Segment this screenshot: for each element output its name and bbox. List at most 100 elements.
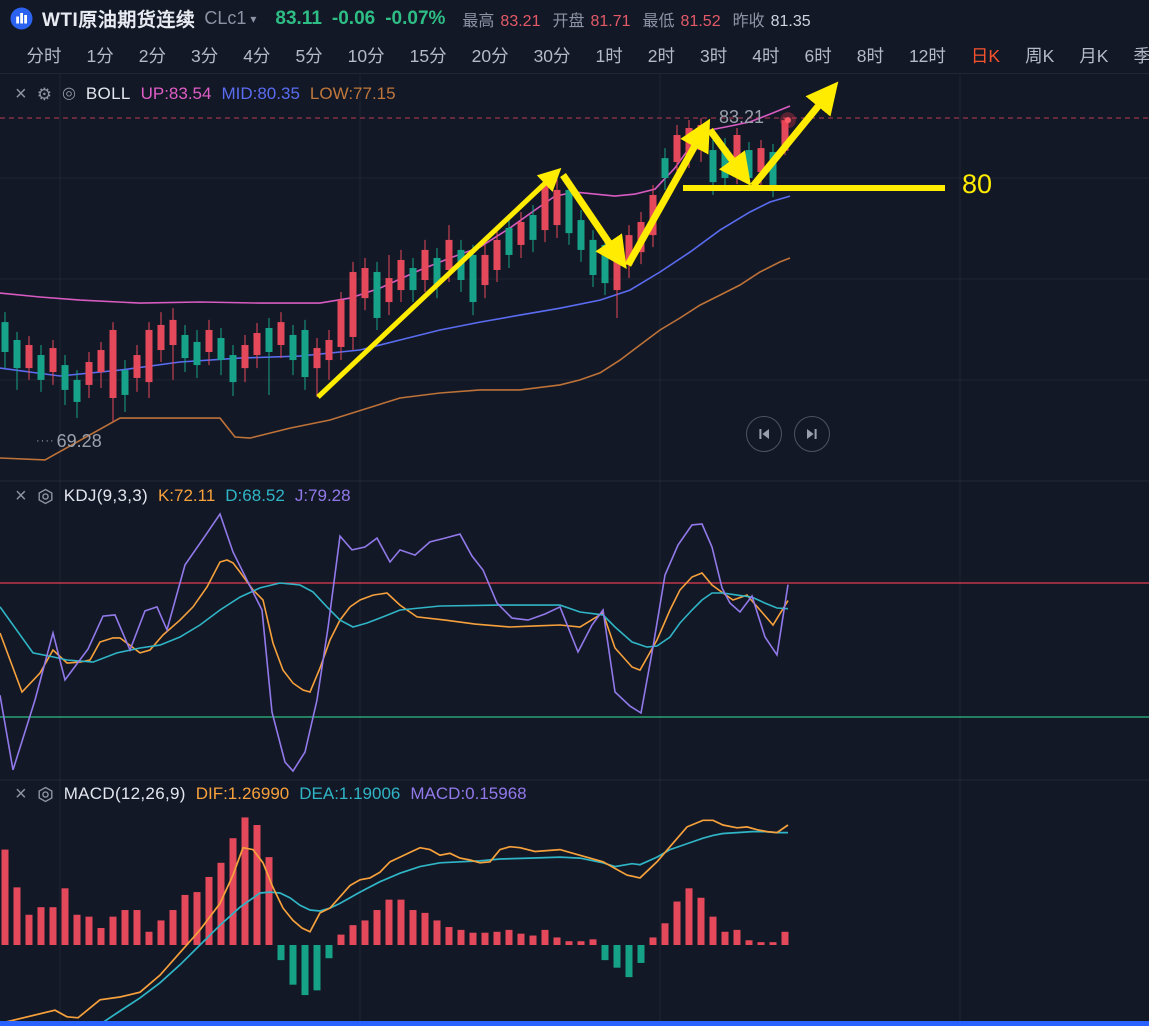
boll-mid-value: MID:80.35 bbox=[221, 84, 300, 103]
bottom-scrollbar[interactable] bbox=[0, 1021, 1149, 1026]
tab-15分[interactable]: 15分 bbox=[409, 45, 447, 66]
tab-8时[interactable]: 8时 bbox=[856, 45, 884, 66]
macd-hist-bar bbox=[757, 942, 765, 945]
close-icon[interactable]: × bbox=[15, 783, 27, 805]
macd-hist-bar bbox=[481, 932, 489, 945]
kdj-d-value: D:68.52 bbox=[225, 486, 285, 505]
eye-icon[interactable]: ◎ bbox=[61, 85, 76, 102]
macd-dea-value: DEA:1.19006 bbox=[299, 784, 401, 803]
tab-4分[interactable]: 4分 bbox=[243, 45, 271, 66]
macd-hist-bar bbox=[73, 914, 81, 945]
tab-4时[interactable]: 4时 bbox=[752, 45, 780, 66]
candle-body bbox=[553, 189, 561, 226]
candle-body bbox=[577, 220, 585, 250]
close-icon[interactable]: × bbox=[15, 485, 27, 507]
candle-body bbox=[313, 348, 321, 369]
gear-icon[interactable]: ⚙ bbox=[36, 84, 52, 104]
candle-body bbox=[613, 256, 621, 291]
tab-10分[interactable]: 10分 bbox=[347, 45, 385, 66]
skip-back-icon bbox=[759, 429, 769, 439]
skip-forward-button[interactable] bbox=[794, 416, 830, 452]
macd-hist-bar bbox=[505, 929, 513, 945]
tab-日K[interactable]: 日K bbox=[970, 45, 1001, 66]
candle-body bbox=[133, 355, 141, 378]
macd-hist-bar bbox=[85, 916, 93, 945]
kdj-name: KDJ(9,3,3) bbox=[63, 486, 148, 505]
candle-body bbox=[325, 339, 333, 361]
session-stats: 最高 83.21 开盘 81.71 最低 81.52 昨收 81.35 bbox=[462, 7, 816, 31]
macd-hist-bar bbox=[517, 933, 525, 945]
symbol-dropdown[interactable]: CLc1 ▾ bbox=[204, 8, 256, 29]
tab-2分[interactable]: 2分 bbox=[138, 45, 166, 66]
support-level-label: 80 bbox=[962, 169, 993, 199]
wick-dots: ···· bbox=[36, 435, 55, 447]
macd-hist-bar bbox=[241, 817, 249, 945]
macd-dea-line bbox=[96, 830, 788, 1026]
candle-body bbox=[481, 254, 489, 286]
kdj-k-line bbox=[0, 559, 789, 694]
candle-body bbox=[289, 334, 297, 361]
macd-hist-bar bbox=[397, 899, 405, 945]
tab-1分[interactable]: 1分 bbox=[86, 45, 114, 66]
macd-hist-bar bbox=[337, 934, 345, 945]
tab-6时[interactable]: 6时 bbox=[804, 45, 832, 66]
instrument-title: WTI原油期货连续 bbox=[42, 10, 196, 31]
candle-body bbox=[169, 319, 177, 346]
tab-季K[interactable]: 季K bbox=[1133, 45, 1149, 66]
candle-body bbox=[25, 345, 33, 369]
timeframe-tabbar: 分时 1分 2分 3分 4分 5分 10分 15分 20分 30分 1时 2时 3时 4时 6时 8时 12时 日… bbox=[0, 37, 1149, 74]
macd-hist-bar bbox=[469, 932, 477, 945]
tab-月K[interactable]: 月K bbox=[1079, 45, 1109, 66]
quote-block: 83.11 -0.06 -0.07% bbox=[275, 8, 445, 30]
macd-hist-bar bbox=[325, 945, 333, 959]
macd-hist-bar bbox=[457, 929, 465, 945]
boll-legend: × ⚙ ◎ BOLL UP:83.54 MID:80.35 LOW:77.15 bbox=[15, 84, 396, 104]
macd-hist-bar bbox=[13, 887, 21, 945]
kdj-j-line bbox=[0, 512, 789, 773]
macd-hist-bar bbox=[661, 923, 669, 945]
candle-body bbox=[769, 152, 777, 185]
candle-body bbox=[265, 328, 273, 352]
tab-12时[interactable]: 12时 bbox=[908, 45, 946, 66]
candle-body bbox=[109, 329, 117, 398]
candle-body bbox=[493, 239, 501, 270]
candle-body bbox=[673, 135, 681, 163]
close-icon[interactable]: × bbox=[15, 83, 27, 105]
stat-label: 开盘 bbox=[552, 12, 585, 30]
candlesticks bbox=[1, 118, 789, 422]
indicator-settings-icon[interactable] bbox=[37, 786, 54, 803]
tab-30分[interactable]: 30分 bbox=[533, 45, 571, 66]
tab-3时[interactable]: 3时 bbox=[700, 45, 728, 66]
candle-body bbox=[277, 322, 285, 346]
tab-5分[interactable]: 5分 bbox=[295, 45, 323, 66]
high-price-label: 83.21 bbox=[719, 107, 765, 127]
macd-hist-bar bbox=[445, 927, 453, 945]
macd-hist-bar bbox=[181, 894, 189, 945]
candle-body bbox=[241, 345, 249, 369]
macd-hist-bar bbox=[577, 941, 585, 945]
macd-name: MACD(12,26,9) bbox=[63, 784, 186, 803]
macd-hist-bar bbox=[589, 939, 597, 945]
candle-body bbox=[121, 370, 129, 395]
tab-分时[interactable]: 分时 bbox=[26, 45, 62, 66]
macd-hist-bar bbox=[193, 892, 201, 945]
macd-hist-bar bbox=[385, 899, 393, 945]
tab-周K[interactable]: 周K bbox=[1025, 45, 1055, 66]
candle-body bbox=[217, 338, 225, 361]
chevron-down-icon: ▾ bbox=[250, 11, 257, 26]
tab-20分[interactable]: 20分 bbox=[471, 45, 509, 66]
macd-hist-bar bbox=[553, 937, 561, 945]
tab-1时[interactable]: 1时 bbox=[595, 45, 623, 66]
macd-hist-bar bbox=[361, 920, 369, 945]
candle-body bbox=[97, 350, 105, 373]
macd-hist-bar bbox=[697, 897, 705, 945]
tab-3分[interactable]: 3分 bbox=[190, 45, 219, 66]
tab-2时[interactable]: 2时 bbox=[647, 45, 676, 66]
skip-back-button[interactable] bbox=[746, 416, 782, 452]
macd-hist-bar bbox=[109, 916, 117, 945]
candle-body bbox=[589, 239, 597, 276]
macd-hist-bar bbox=[145, 931, 153, 945]
indicator-settings-icon[interactable] bbox=[37, 488, 54, 505]
